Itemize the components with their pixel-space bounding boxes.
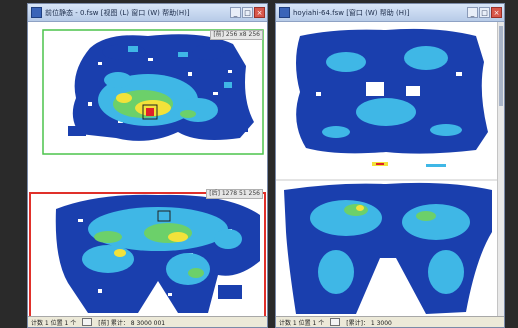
right-status-count: 计数 1 位置 1 个 xyxy=(279,319,325,327)
posterior-heat-layer-high xyxy=(94,223,204,278)
left-scan-window: 前位静态 - 0.fsw [视图 (L) 窗口 (W) 帮助(H)] _ □ × xyxy=(27,3,268,328)
left-status-count: 计数 1 位置 1 个 xyxy=(31,319,77,327)
right-window-titlebar[interactable]: hoyiahi-64.fsw [窗口 (W) 帮助 (H)] _ □ × xyxy=(276,4,504,22)
right-vertical-scrollbar[interactable] xyxy=(497,22,504,318)
left-statusbar: 计数 1 位置 1 个 [前] 累计： 8 3000 001 xyxy=(28,316,267,327)
right-status-total: [累计]： 1 3000 xyxy=(346,319,392,327)
anterior-coord-label: [前] 256 x8 256 xyxy=(210,30,263,40)
right-upper-gaps xyxy=(316,72,462,96)
status-toggle-icon[interactable] xyxy=(330,318,341,326)
posterior-selection-frame xyxy=(29,192,266,319)
right-statusbar: 计数 1 位置 1 个 [累计]： 1 3000 xyxy=(276,316,504,327)
minimize-icon[interactable]: _ xyxy=(230,7,241,18)
posterior-coord-label: [后] 1278 51 256 xyxy=(206,189,263,199)
maximize-icon[interactable]: □ xyxy=(242,7,253,18)
minimize-icon[interactable]: _ xyxy=(467,7,478,18)
app-icon xyxy=(279,7,290,18)
anterior-roi-box xyxy=(142,104,158,120)
right-window-title: hoyiahi-64.fsw [窗口 (W) 帮助 (H)] xyxy=(293,8,410,17)
anterior-view-panel[interactable]: [前] 256 x8 256 xyxy=(28,22,267,156)
right-heatmap xyxy=(276,28,498,314)
status-toggle-icon[interactable] xyxy=(82,318,93,326)
close-icon[interactable]: × xyxy=(491,7,502,18)
right-hot-strip xyxy=(372,162,446,167)
maximize-icon[interactable]: □ xyxy=(479,7,490,18)
posterior-roi-box xyxy=(157,210,171,222)
left-status-total: [前] 累计： 8 3000 001 xyxy=(98,319,166,327)
app-icon xyxy=(31,7,42,18)
right-upper-heat-layer xyxy=(296,28,488,154)
scrollbar-thumb[interactable] xyxy=(499,26,503,106)
posterior-view-panel[interactable]: [后] 1278 51 256 xyxy=(28,189,267,319)
left-window-titlebar[interactable]: 前位静态 - 0.fsw [视图 (L) 窗口 (W) 帮助(H)] _ □ × xyxy=(28,4,267,22)
close-icon[interactable]: × xyxy=(254,7,265,18)
anterior-peak-point xyxy=(146,108,154,116)
right-view-panel[interactable] xyxy=(276,22,504,318)
posterior-heatmap xyxy=(29,192,266,319)
right-scan-window: hoyiahi-64.fsw [窗口 (W) 帮助 (H)] _ □ × xyxy=(275,3,505,328)
left-window-title: 前位静态 - 0.fsw [视图 (L) 窗口 (W) 帮助(H)] xyxy=(45,8,190,17)
anterior-heatmap xyxy=(42,29,264,155)
right-lower-heat-layer xyxy=(284,182,492,314)
